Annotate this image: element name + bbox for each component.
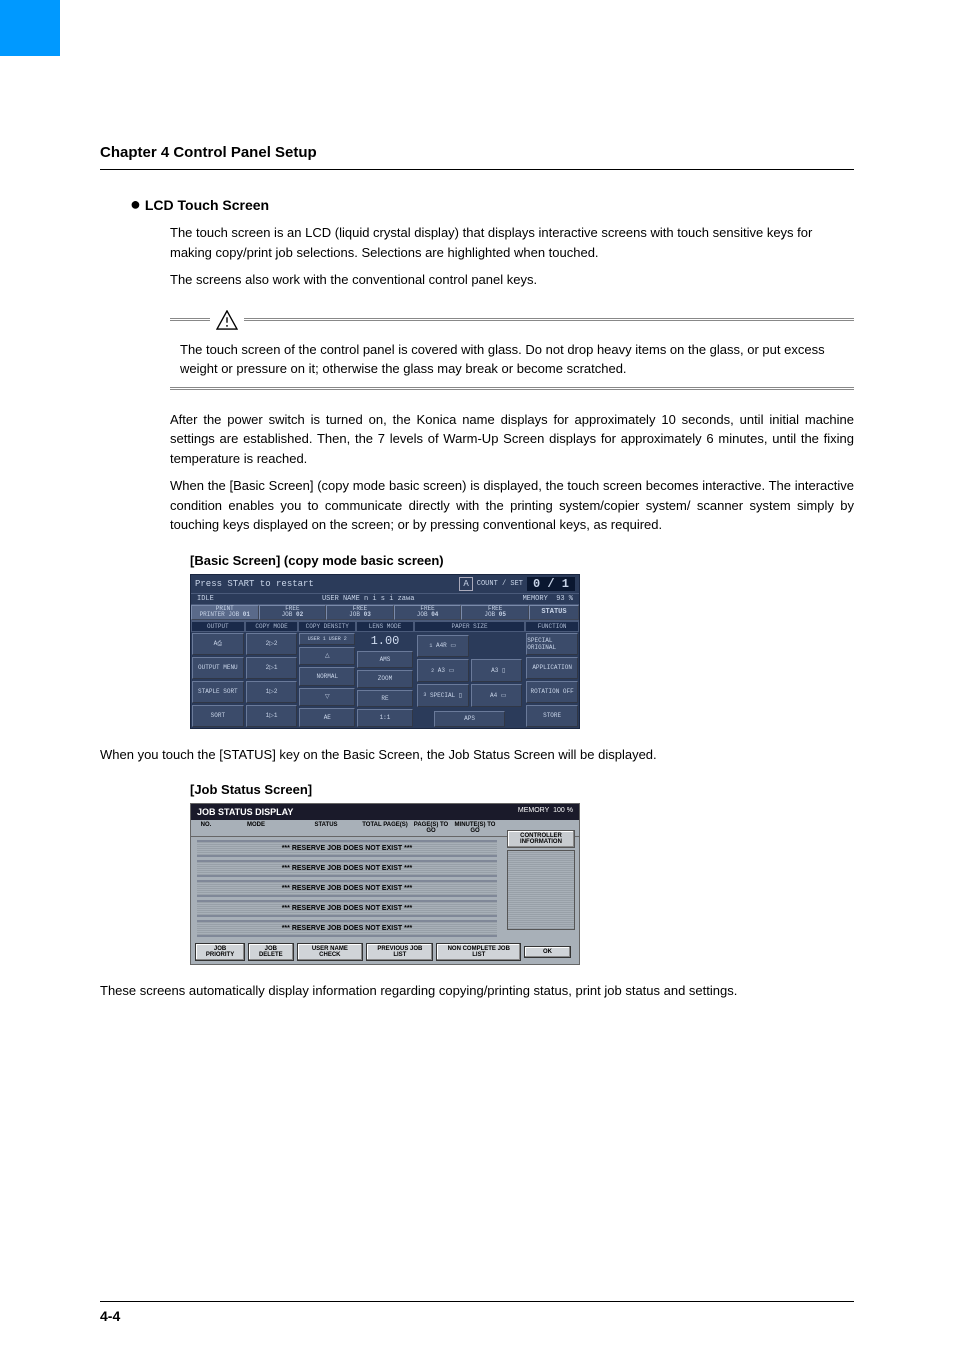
application-button[interactable]: APPLICATION: [526, 657, 578, 679]
count-label: COUNT / SET: [477, 580, 523, 588]
paragraph: When you touch the [STATUS] key on the B…: [100, 745, 854, 765]
paragraph: The touch screen is an LCD (liquid cryst…: [170, 223, 854, 262]
caption: [Job Status Screen]: [190, 782, 854, 797]
header-cell: LENS MODE: [356, 621, 414, 632]
density-up-icon[interactable]: △: [299, 647, 355, 666]
lens-1-1-button[interactable]: 1:1: [357, 709, 413, 727]
header-cell: PAPER SIZE: [414, 621, 525, 632]
density-normal-button[interactable]: NORMAL: [299, 667, 355, 686]
warning-rule: [170, 387, 854, 390]
copymode-button[interactable]: 1▷2: [246, 681, 298, 703]
js-col: TOTAL PAGE(S): [361, 822, 409, 834]
paragraph: When the [Basic Screen] (copy mode basic…: [170, 476, 854, 535]
warning-text: The touch screen of the control panel is…: [170, 332, 854, 387]
info-panel: [507, 850, 575, 930]
paragraph: After the power switch is turned on, the…: [170, 410, 854, 469]
aps-button[interactable]: APS: [434, 711, 505, 727]
job-row: *** RESERVE JOB DOES NOT EXIST ***: [197, 840, 497, 857]
job-tab[interactable]: FREE JOB 04: [394, 605, 462, 620]
lcd-message: Press START to restart: [195, 579, 314, 589]
job-tab[interactable]: FREE JOB 05: [461, 605, 529, 620]
store-button[interactable]: STORE: [526, 705, 578, 727]
basic-screen-lcd: Press START to restart A COUNT / SET 0 /…: [190, 574, 580, 729]
status-button[interactable]: STATUS: [529, 605, 579, 620]
controller-info-button[interactable]: CONTROLLER INFORMATION: [507, 830, 575, 848]
js-title: JOB STATUS DISPLAY: [197, 807, 293, 817]
density-user[interactable]: USER 1 USER 2: [299, 633, 355, 645]
paper-button[interactable]: 3 SPECIAL ▯: [417, 684, 469, 707]
special-original-button[interactable]: SPECIAL ORIGINAL: [526, 633, 578, 655]
paper-button[interactable]: A3 ▯: [471, 659, 523, 682]
ok-button[interactable]: OK: [524, 946, 571, 958]
idle-status: IDLE: [197, 595, 214, 603]
paper-button[interactable]: A4 ▭: [471, 684, 523, 707]
warning-box: The touch screen of the control panel is…: [170, 310, 854, 390]
user-name-check-button[interactable]: USER NAME CHECK: [297, 943, 364, 961]
lens-re-button[interactable]: RE: [357, 690, 413, 708]
job-row: *** RESERVE JOB DOES NOT EXIST ***: [197, 860, 497, 877]
staple-sort-button[interactable]: STAPLE SORT: [192, 681, 244, 703]
density-ae-button[interactable]: AE: [299, 708, 355, 727]
density-down-icon[interactable]: ▽: [299, 688, 355, 707]
js-col: PAGE(S) TO GO: [409, 822, 453, 834]
copymode-button[interactable]: 2▷2: [246, 633, 298, 655]
lens-ams-button[interactable]: AMS: [357, 651, 413, 669]
js-col: MINUTE(S) TO GO: [453, 822, 497, 834]
job-delete-button[interactable]: JOB DELETE: [248, 943, 293, 961]
copymode-button[interactable]: 2▷1: [246, 657, 298, 679]
section-title: LCD Touch Screen: [145, 197, 269, 213]
header-cell: COPY MODE: [245, 621, 299, 632]
job-tab[interactable]: FREE JOB 02: [259, 605, 327, 620]
page-number: 4-4: [100, 1308, 120, 1324]
bullet-icon: ●: [130, 194, 141, 215]
header-cell: COPY DENSITY: [298, 621, 356, 632]
js-col: MODE: [221, 822, 291, 834]
paper-button[interactable]: 2 A3 ▭: [417, 659, 469, 682]
rotation-button[interactable]: ROTATION OFF: [526, 681, 578, 703]
non-complete-job-list-button[interactable]: NON COMPLETE JOB LIST: [436, 943, 521, 961]
job-tab[interactable]: PRINT PRINTER JOB 01: [191, 605, 259, 620]
warning-rule: [170, 318, 210, 321]
job-tabs: PRINT PRINTER JOB 01 FREE JOB 02 FREE JO…: [191, 604, 579, 620]
lens-value: 1.00: [356, 632, 414, 650]
letter-a-icon: A: [459, 577, 472, 591]
job-tab[interactable]: FREE JOB 03: [326, 605, 394, 620]
job-priority-button[interactable]: JOB PRIORITY: [195, 943, 245, 961]
header-cell: OUTPUT: [191, 621, 245, 632]
divider: [100, 169, 854, 170]
page-content: Chapter 4 Control Panel Setup ● LCD Touc…: [0, 56, 954, 1364]
header-cell: FUNCTION: [525, 621, 579, 632]
corner-accent: [0, 0, 60, 56]
js-col: NO.: [191, 822, 221, 834]
copymode-button[interactable]: 1▷1: [246, 705, 298, 727]
output-icon-button[interactable]: A⎙: [192, 633, 244, 655]
job-row: *** RESERVE JOB DOES NOT EXIST ***: [197, 900, 497, 917]
output-menu-button[interactable]: OUTPUT MENU: [192, 657, 244, 679]
previous-job-list-button[interactable]: PREVIOUS JOB LIST: [366, 943, 433, 961]
count-value: 0 / 1: [527, 577, 575, 591]
chapter-title: Chapter 4 Control Panel Setup: [100, 144, 854, 161]
footer: 4-4: [100, 1301, 854, 1324]
caption: [Basic Screen] (copy mode basic screen): [190, 553, 854, 568]
warning-icon: [216, 310, 238, 330]
job-row: *** RESERVE JOB DOES NOT EXIST ***: [197, 880, 497, 897]
section-heading: ● LCD Touch Screen: [130, 194, 854, 215]
job-status-lcd: JOB STATUS DISPLAY MEMORY 100 % NO. MODE…: [190, 803, 580, 965]
lens-zoom-button[interactable]: ZOOM: [357, 670, 413, 688]
sort-button[interactable]: SORT: [192, 705, 244, 727]
warning-rule: [244, 318, 854, 321]
paper-button[interactable]: 1 A4R ▭: [417, 635, 469, 658]
js-col: STATUS: [291, 822, 361, 834]
job-row: *** RESERVE JOB DOES NOT EXIST ***: [197, 920, 497, 937]
paragraph: The screens also work with the conventio…: [170, 270, 854, 290]
paragraph: These screens automatically display info…: [100, 981, 854, 1001]
